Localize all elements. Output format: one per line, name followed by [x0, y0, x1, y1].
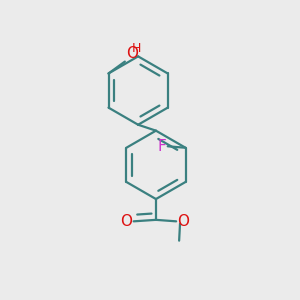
Text: H: H: [131, 42, 141, 55]
Text: O: O: [126, 46, 138, 61]
Text: O: O: [177, 214, 189, 229]
Text: O: O: [120, 214, 132, 229]
Text: F: F: [158, 139, 167, 154]
